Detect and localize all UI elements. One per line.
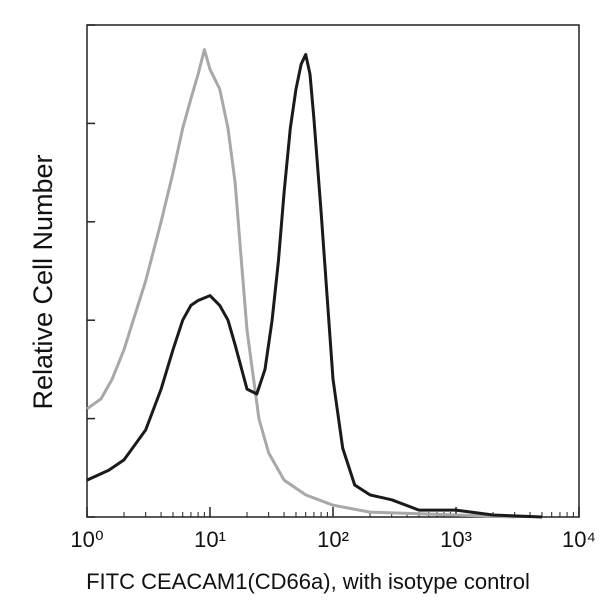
histogram-line [86, 53, 543, 519]
x-tick-label: 10² [317, 527, 349, 552]
x-tick-label: 10¹ [194, 527, 226, 552]
x-tick-label: 10⁰ [70, 527, 103, 552]
x-axis-label: FITC CEACAM1(CD66a), with isotype contro… [86, 569, 530, 594]
histogram-line [86, 48, 515, 519]
x-tick-label: 10³ [440, 527, 472, 552]
plot-frame [86, 24, 580, 518]
x-tick-label: 10⁴ [562, 527, 596, 552]
y-axis-label: Relative Cell Number [28, 154, 58, 409]
